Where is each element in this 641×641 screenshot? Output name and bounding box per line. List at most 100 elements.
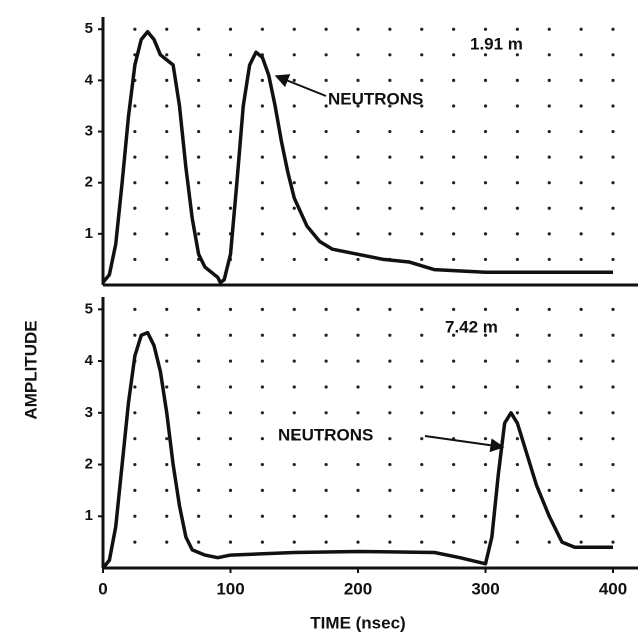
grid-dot (611, 385, 615, 389)
grid-dot (515, 411, 519, 415)
grid-dot (420, 385, 424, 389)
grid-dot (260, 78, 264, 82)
grid-dot (197, 333, 201, 337)
grid-dot (611, 437, 615, 441)
grid-dot (579, 181, 583, 185)
x-axis-label: TIME (nsec) (310, 613, 405, 632)
grid-dot (133, 307, 137, 311)
grid-dot (483, 488, 488, 493)
grid-dot (228, 206, 233, 210)
grid-dot (547, 488, 551, 493)
grid-dot (579, 488, 583, 493)
grid-dot (133, 385, 137, 389)
grid-dot (452, 462, 456, 467)
grid-dot (388, 206, 392, 210)
grid-dot (420, 359, 424, 363)
grid-dot (388, 53, 392, 57)
grid-dot (388, 540, 392, 544)
grid-dot (579, 129, 583, 134)
grid-dot (388, 155, 392, 159)
grid-dot (356, 540, 360, 544)
grid-dot (197, 514, 201, 518)
grid-dot (515, 104, 519, 108)
grid-dot (388, 359, 392, 363)
grid-dot (228, 27, 233, 31)
grid-dot (356, 488, 360, 493)
grid-dot (452, 359, 456, 363)
grid-dot (579, 53, 583, 57)
grid-dot (611, 129, 615, 134)
grid-dot (420, 27, 424, 31)
annotation: NEUTRONS (278, 425, 373, 444)
grid-dot (420, 437, 424, 441)
grid-dot (324, 232, 328, 236)
grid-dot (292, 437, 296, 441)
grid-dot (420, 104, 424, 108)
grid-dot (515, 129, 519, 134)
grid-dot (579, 333, 583, 337)
grid-dot (420, 540, 424, 544)
grid-dot (611, 307, 615, 311)
grid-dot (133, 437, 137, 441)
grid-dot (579, 104, 583, 108)
y-tick-label: 1 (85, 225, 93, 242)
grid-dot (165, 232, 169, 236)
y-tick-label: 1 (85, 507, 93, 524)
grid-dot (547, 385, 551, 389)
grid-dot (260, 155, 264, 159)
grid-dot (579, 206, 583, 210)
grid-dot (324, 27, 328, 31)
grid-dot (133, 206, 137, 210)
grid-dot (483, 78, 488, 82)
grid-dot (197, 78, 201, 82)
grid-dot (260, 514, 264, 518)
grid-dot (420, 333, 424, 337)
grid-dot (197, 104, 201, 108)
grid-dot (228, 129, 233, 134)
grid-dot (483, 437, 488, 441)
grid-dot (197, 129, 201, 134)
grid-dot (228, 53, 233, 57)
grid-dot (452, 155, 456, 159)
grid-dot (197, 437, 201, 441)
grid-dot (133, 540, 137, 544)
grid-dot (324, 78, 328, 82)
y-tick-label: 2 (85, 174, 93, 191)
grid-dot (228, 385, 233, 389)
grid-dot (133, 514, 137, 518)
grid-dot (356, 104, 360, 108)
grid-dot (547, 181, 551, 185)
grid-dot (420, 488, 424, 493)
grid-dot (483, 514, 488, 518)
grid-dot (260, 411, 264, 415)
grid-dot (452, 385, 456, 389)
grid-dot (547, 333, 551, 337)
grid-dot (324, 181, 328, 185)
grid-dot (292, 232, 296, 236)
grid-dot (197, 307, 201, 311)
grid-dot (292, 462, 296, 467)
grid-dot (356, 78, 360, 82)
grid-dot (324, 540, 328, 544)
grid-dot (324, 307, 328, 311)
grid-dot (356, 333, 360, 337)
grid-dot (356, 155, 360, 159)
y-axis-label: AMPLITUDE (21, 320, 40, 419)
grid-dot (133, 129, 137, 134)
grid-dot (133, 232, 137, 236)
grid-dot (165, 257, 169, 262)
grid-dot (388, 104, 392, 108)
grid-dot (324, 53, 328, 57)
grid-dot (388, 181, 392, 185)
grid-dot (356, 257, 360, 262)
grid-dot (547, 462, 551, 467)
grid-dot (324, 359, 328, 363)
grid-dot (515, 462, 519, 467)
grid-dot (483, 257, 488, 262)
grid-dot (452, 333, 456, 337)
grid-dot (260, 540, 264, 544)
grid-dot (483, 232, 488, 236)
grid-dot (452, 488, 456, 493)
grid-dot (165, 385, 169, 389)
grid-dot (483, 155, 488, 159)
